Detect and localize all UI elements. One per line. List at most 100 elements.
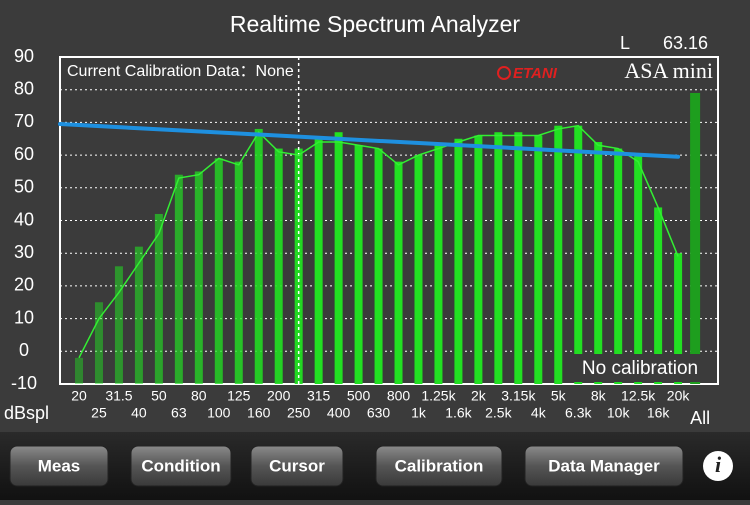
x-tick-label: 16k	[647, 405, 671, 421]
title: Realtime Spectrum Analyzer	[230, 11, 521, 37]
calibration-text: Current Calibration Data：None	[67, 63, 294, 80]
x-tick-label: 250	[287, 405, 311, 421]
toolbar-button[interactable]	[130, 445, 232, 487]
bar	[374, 148, 383, 384]
bar	[674, 253, 683, 384]
bar	[354, 145, 363, 384]
x-tick-label: 80	[191, 388, 207, 404]
bar	[494, 132, 503, 384]
y-tick-label: 90	[14, 46, 34, 66]
x-tick-label: 200	[267, 388, 291, 404]
x-tick-label: 4k	[531, 405, 547, 421]
bar	[134, 246, 143, 384]
bar	[534, 135, 543, 384]
bar	[154, 213, 163, 384]
bar	[75, 357, 83, 384]
bar	[434, 145, 443, 384]
bar	[414, 155, 423, 384]
x-tick-label: 20k	[667, 388, 691, 404]
bar	[294, 148, 303, 384]
toolbar-button-label[interactable]: Meas	[38, 456, 81, 475]
x-tick-label: 3.15k	[501, 388, 536, 404]
total-label: All	[690, 408, 710, 428]
y-tick-label: 80	[14, 78, 34, 98]
bar	[474, 135, 483, 384]
status-bg	[566, 354, 712, 382]
x-tick-label: 63	[171, 405, 187, 421]
y-tick-label: 40	[14, 209, 34, 229]
bar	[554, 125, 563, 385]
x-tick-label: 2k	[471, 388, 487, 404]
bar	[234, 161, 243, 384]
info-button[interactable]	[703, 451, 733, 481]
toolbar-button-label[interactable]: Data Manager	[548, 456, 660, 475]
brand: ETANI	[513, 65, 558, 82]
bar	[394, 161, 403, 384]
bar	[514, 132, 523, 384]
x-tick-label: 20	[71, 388, 87, 404]
bar	[194, 171, 203, 384]
toolbar-button[interactable]	[375, 445, 503, 487]
product: ASA mini	[624, 58, 713, 83]
bar	[594, 142, 603, 384]
x-tick-label: 12.5k	[621, 388, 656, 404]
bar	[214, 158, 223, 384]
toolbar-button-label[interactable]: Calibration	[395, 456, 484, 475]
x-tick-label: 500	[347, 388, 371, 404]
bar	[314, 138, 323, 384]
x-tick-label: 8k	[591, 388, 607, 404]
x-tick-label: 1k	[411, 405, 427, 421]
info-label[interactable]: i	[715, 452, 722, 477]
x-tick-label: 5k	[551, 388, 567, 404]
x-tick-label: 630	[367, 405, 391, 421]
level: 63.16	[663, 33, 708, 53]
toolbar-button[interactable]	[524, 445, 684, 487]
y-tick-label: 0	[19, 340, 29, 360]
x-tick-label: 50	[151, 388, 167, 404]
bar	[574, 125, 583, 385]
spectrum-line	[78, 124, 679, 359]
x-tick-label: 31.5	[105, 388, 132, 404]
y-tick-label: 10	[14, 307, 34, 327]
y-tick-label: 60	[14, 144, 34, 164]
status: No calibration	[582, 358, 698, 379]
y-unit: dBspl	[4, 403, 49, 423]
bar	[334, 132, 343, 384]
total-bar	[690, 92, 701, 384]
x-tick-label: 10k	[607, 405, 631, 421]
bar	[634, 155, 643, 384]
channel: L	[620, 33, 630, 53]
y-tick-label: 20	[14, 275, 34, 295]
toolbar-button[interactable]	[250, 445, 344, 487]
bar	[114, 266, 123, 384]
toolbar-button-label[interactable]: Cursor	[269, 456, 325, 475]
bar	[274, 148, 283, 384]
y-tick-label: 70	[14, 111, 34, 131]
toolbar-button[interactable]	[9, 445, 109, 487]
bar	[654, 207, 663, 384]
x-tick-label: 800	[387, 388, 411, 404]
y-tick-label: 30	[14, 242, 34, 262]
bar	[454, 138, 463, 384]
x-tick-label: 25	[91, 405, 107, 421]
x-tick-label: 315	[307, 388, 331, 404]
x-tick-label: 125	[227, 388, 251, 404]
x-tick-label: 160	[247, 405, 271, 421]
bar	[254, 128, 263, 384]
x-tick-label: 6.3k	[565, 405, 592, 421]
reference-line	[58, 122, 681, 159]
x-tick-label: 40	[131, 405, 147, 421]
toolbar-button-label[interactable]: Condition	[141, 456, 220, 475]
x-tick-label: 100	[207, 405, 231, 421]
x-tick-label: 400	[327, 405, 351, 421]
x-tick-label: 1.25k	[421, 388, 456, 404]
x-tick-label: 2.5k	[485, 405, 512, 421]
y-tick-label: -10	[11, 373, 37, 393]
bar	[94, 302, 103, 384]
y-tick-label: 50	[14, 177, 34, 197]
bar	[174, 174, 183, 384]
bar	[614, 148, 623, 384]
logo-icon	[497, 66, 511, 80]
